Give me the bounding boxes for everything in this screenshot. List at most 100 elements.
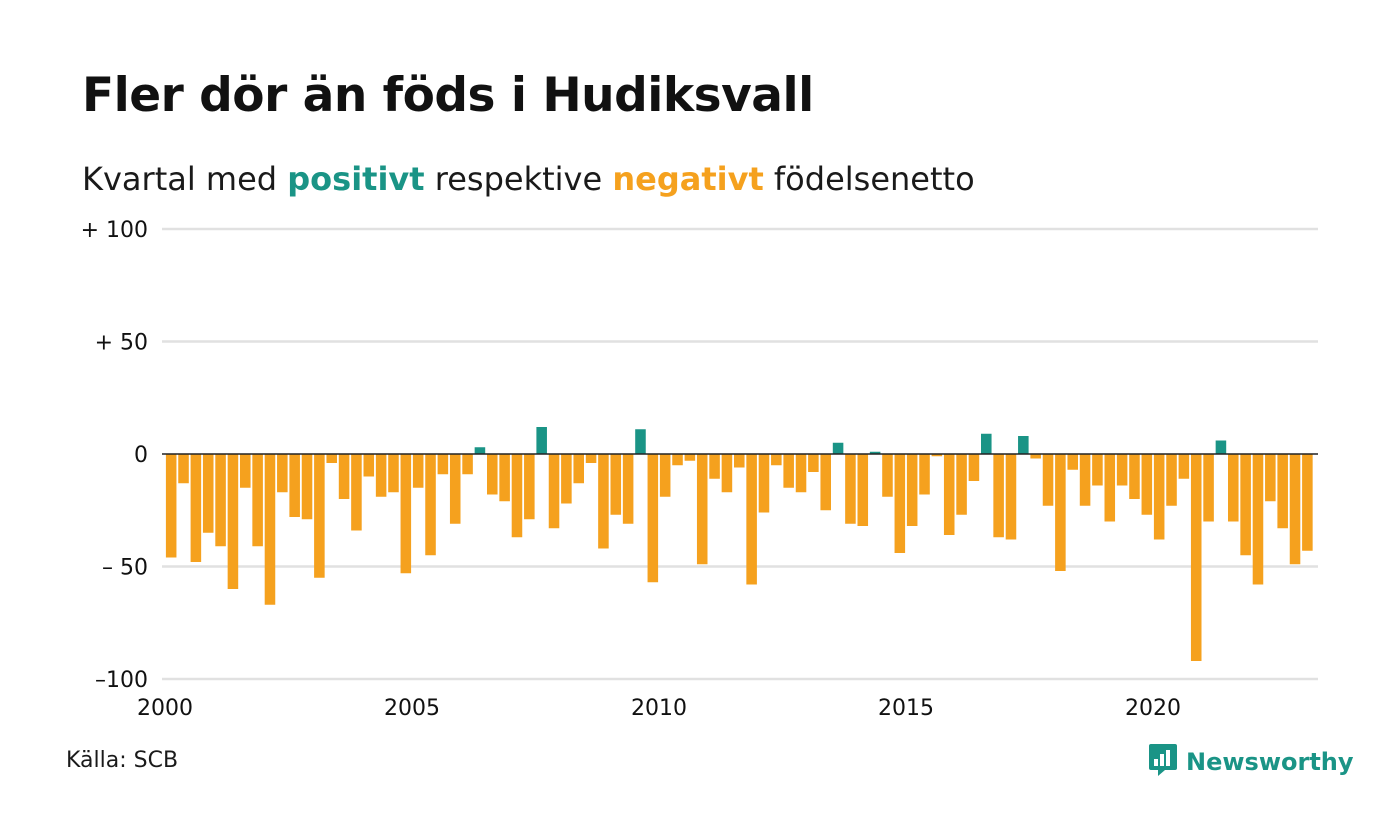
- bar-negative: [1302, 454, 1313, 551]
- bar-negative: [1005, 454, 1017, 540]
- bar-negative: [894, 454, 906, 553]
- bar-negative: [351, 454, 362, 531]
- bar-negative: [1042, 454, 1054, 506]
- bar-negative: [956, 454, 967, 515]
- bar-negative: [1265, 454, 1276, 502]
- bar-negative: [857, 454, 869, 526]
- bar-negative: [511, 454, 523, 538]
- y-tick-label: + 50: [95, 331, 148, 356]
- bar-negative: [215, 454, 226, 547]
- newsworthy-logo-icon: [1148, 742, 1178, 782]
- bar-negative: [240, 454, 251, 488]
- bar-negative: [1055, 454, 1066, 571]
- x-tick-label: 2010: [631, 696, 687, 721]
- bar-negative: [388, 454, 399, 493]
- bar-negative: [524, 454, 535, 520]
- y-tick-label: – 50: [102, 556, 148, 581]
- brand-logo: Newsworthy: [1148, 742, 1354, 782]
- bar-negative: [1153, 454, 1165, 540]
- x-tick-label: 2000: [137, 696, 193, 721]
- bar-negative: [709, 454, 720, 479]
- bar-negative: [845, 454, 856, 524]
- bar-positive: [1215, 440, 1227, 454]
- bar-negative: [1092, 454, 1103, 486]
- bar-negative: [1141, 454, 1153, 515]
- bar-negative: [202, 454, 214, 533]
- bar-negative: [462, 454, 473, 475]
- subtitle-prefix: Kvartal med: [82, 160, 278, 198]
- bar-negative: [165, 454, 177, 558]
- bar-negative: [227, 454, 239, 589]
- bar-negative: [400, 454, 412, 574]
- bar-negative: [758, 454, 770, 513]
- subtitle-positive: positivt: [287, 160, 425, 198]
- bar-negative: [585, 454, 597, 463]
- bar-negative: [289, 454, 300, 517]
- bar-negative: [178, 454, 189, 484]
- bar-positive: [474, 447, 486, 454]
- bar-negative: [795, 454, 807, 493]
- x-tick-label: 2005: [384, 696, 440, 721]
- y-tick-label: –100: [95, 668, 148, 693]
- bar-negative: [487, 454, 498, 495]
- bar-negative: [993, 454, 1004, 538]
- bar-negative: [1277, 454, 1288, 529]
- bar-negative: [252, 454, 263, 547]
- x-tick-label: 2020: [1125, 696, 1181, 721]
- bar-negative: [1030, 454, 1041, 459]
- bar-negative: [1079, 454, 1091, 506]
- bar-negative: [659, 454, 671, 497]
- bar-negative: [808, 454, 819, 472]
- bar-negative: [968, 454, 980, 481]
- bars: [165, 427, 1313, 661]
- bar-negative: [1116, 454, 1128, 486]
- bar-negative: [548, 454, 560, 529]
- bar-negative: [1190, 454, 1202, 661]
- grid-lines: [162, 227, 1318, 681]
- bar-negative: [437, 454, 449, 475]
- bar-negative: [882, 454, 893, 497]
- bar-negative: [783, 454, 794, 488]
- bar-negative: [647, 454, 659, 583]
- bar-negative: [931, 454, 943, 457]
- bar-negative: [684, 454, 696, 461]
- bar-negative: [820, 454, 831, 511]
- y-axis-labels: + 100 + 50 0 – 50 –100: [81, 218, 148, 693]
- bar-negative: [771, 454, 782, 466]
- bar-negative: [1067, 454, 1078, 470]
- bar-negative: [375, 454, 387, 497]
- bar-negative: [499, 454, 510, 502]
- bar-negative: [919, 454, 930, 495]
- bar-negative: [338, 454, 350, 499]
- bar-negative: [1252, 454, 1264, 585]
- subtitle-negative: negativt: [612, 160, 764, 198]
- bar-negative: [449, 454, 461, 524]
- bar-negative: [1240, 454, 1251, 556]
- bar-negative: [412, 454, 424, 488]
- y-tick-label: 0: [134, 443, 148, 468]
- bar-negative: [943, 454, 955, 535]
- bar-negative: [301, 454, 313, 520]
- bar-positive: [1018, 436, 1029, 454]
- y-tick-label: + 100: [81, 218, 148, 243]
- bar-negative: [672, 454, 683, 466]
- bar-negative: [1228, 454, 1239, 522]
- bar-positive: [635, 429, 646, 454]
- bar-negative: [746, 454, 757, 585]
- bar-negative: [721, 454, 733, 493]
- bar-positive: [832, 442, 844, 454]
- x-tick-label: 2015: [878, 696, 934, 721]
- bar-positive: [981, 433, 992, 454]
- bar-negative: [622, 454, 634, 524]
- bar-negative: [277, 454, 288, 493]
- source-note: Källa: SCB: [66, 748, 179, 773]
- bar-negative: [598, 454, 609, 549]
- bar-negative: [326, 454, 337, 463]
- subtitle-middle: respektive: [434, 160, 603, 198]
- brand-name: Newsworthy: [1186, 748, 1354, 776]
- bar-negative: [314, 454, 325, 578]
- bar-negative: [734, 454, 745, 468]
- bar-negative: [696, 454, 708, 565]
- chart-title: Fler dör än föds i Hudiksvall: [82, 68, 814, 123]
